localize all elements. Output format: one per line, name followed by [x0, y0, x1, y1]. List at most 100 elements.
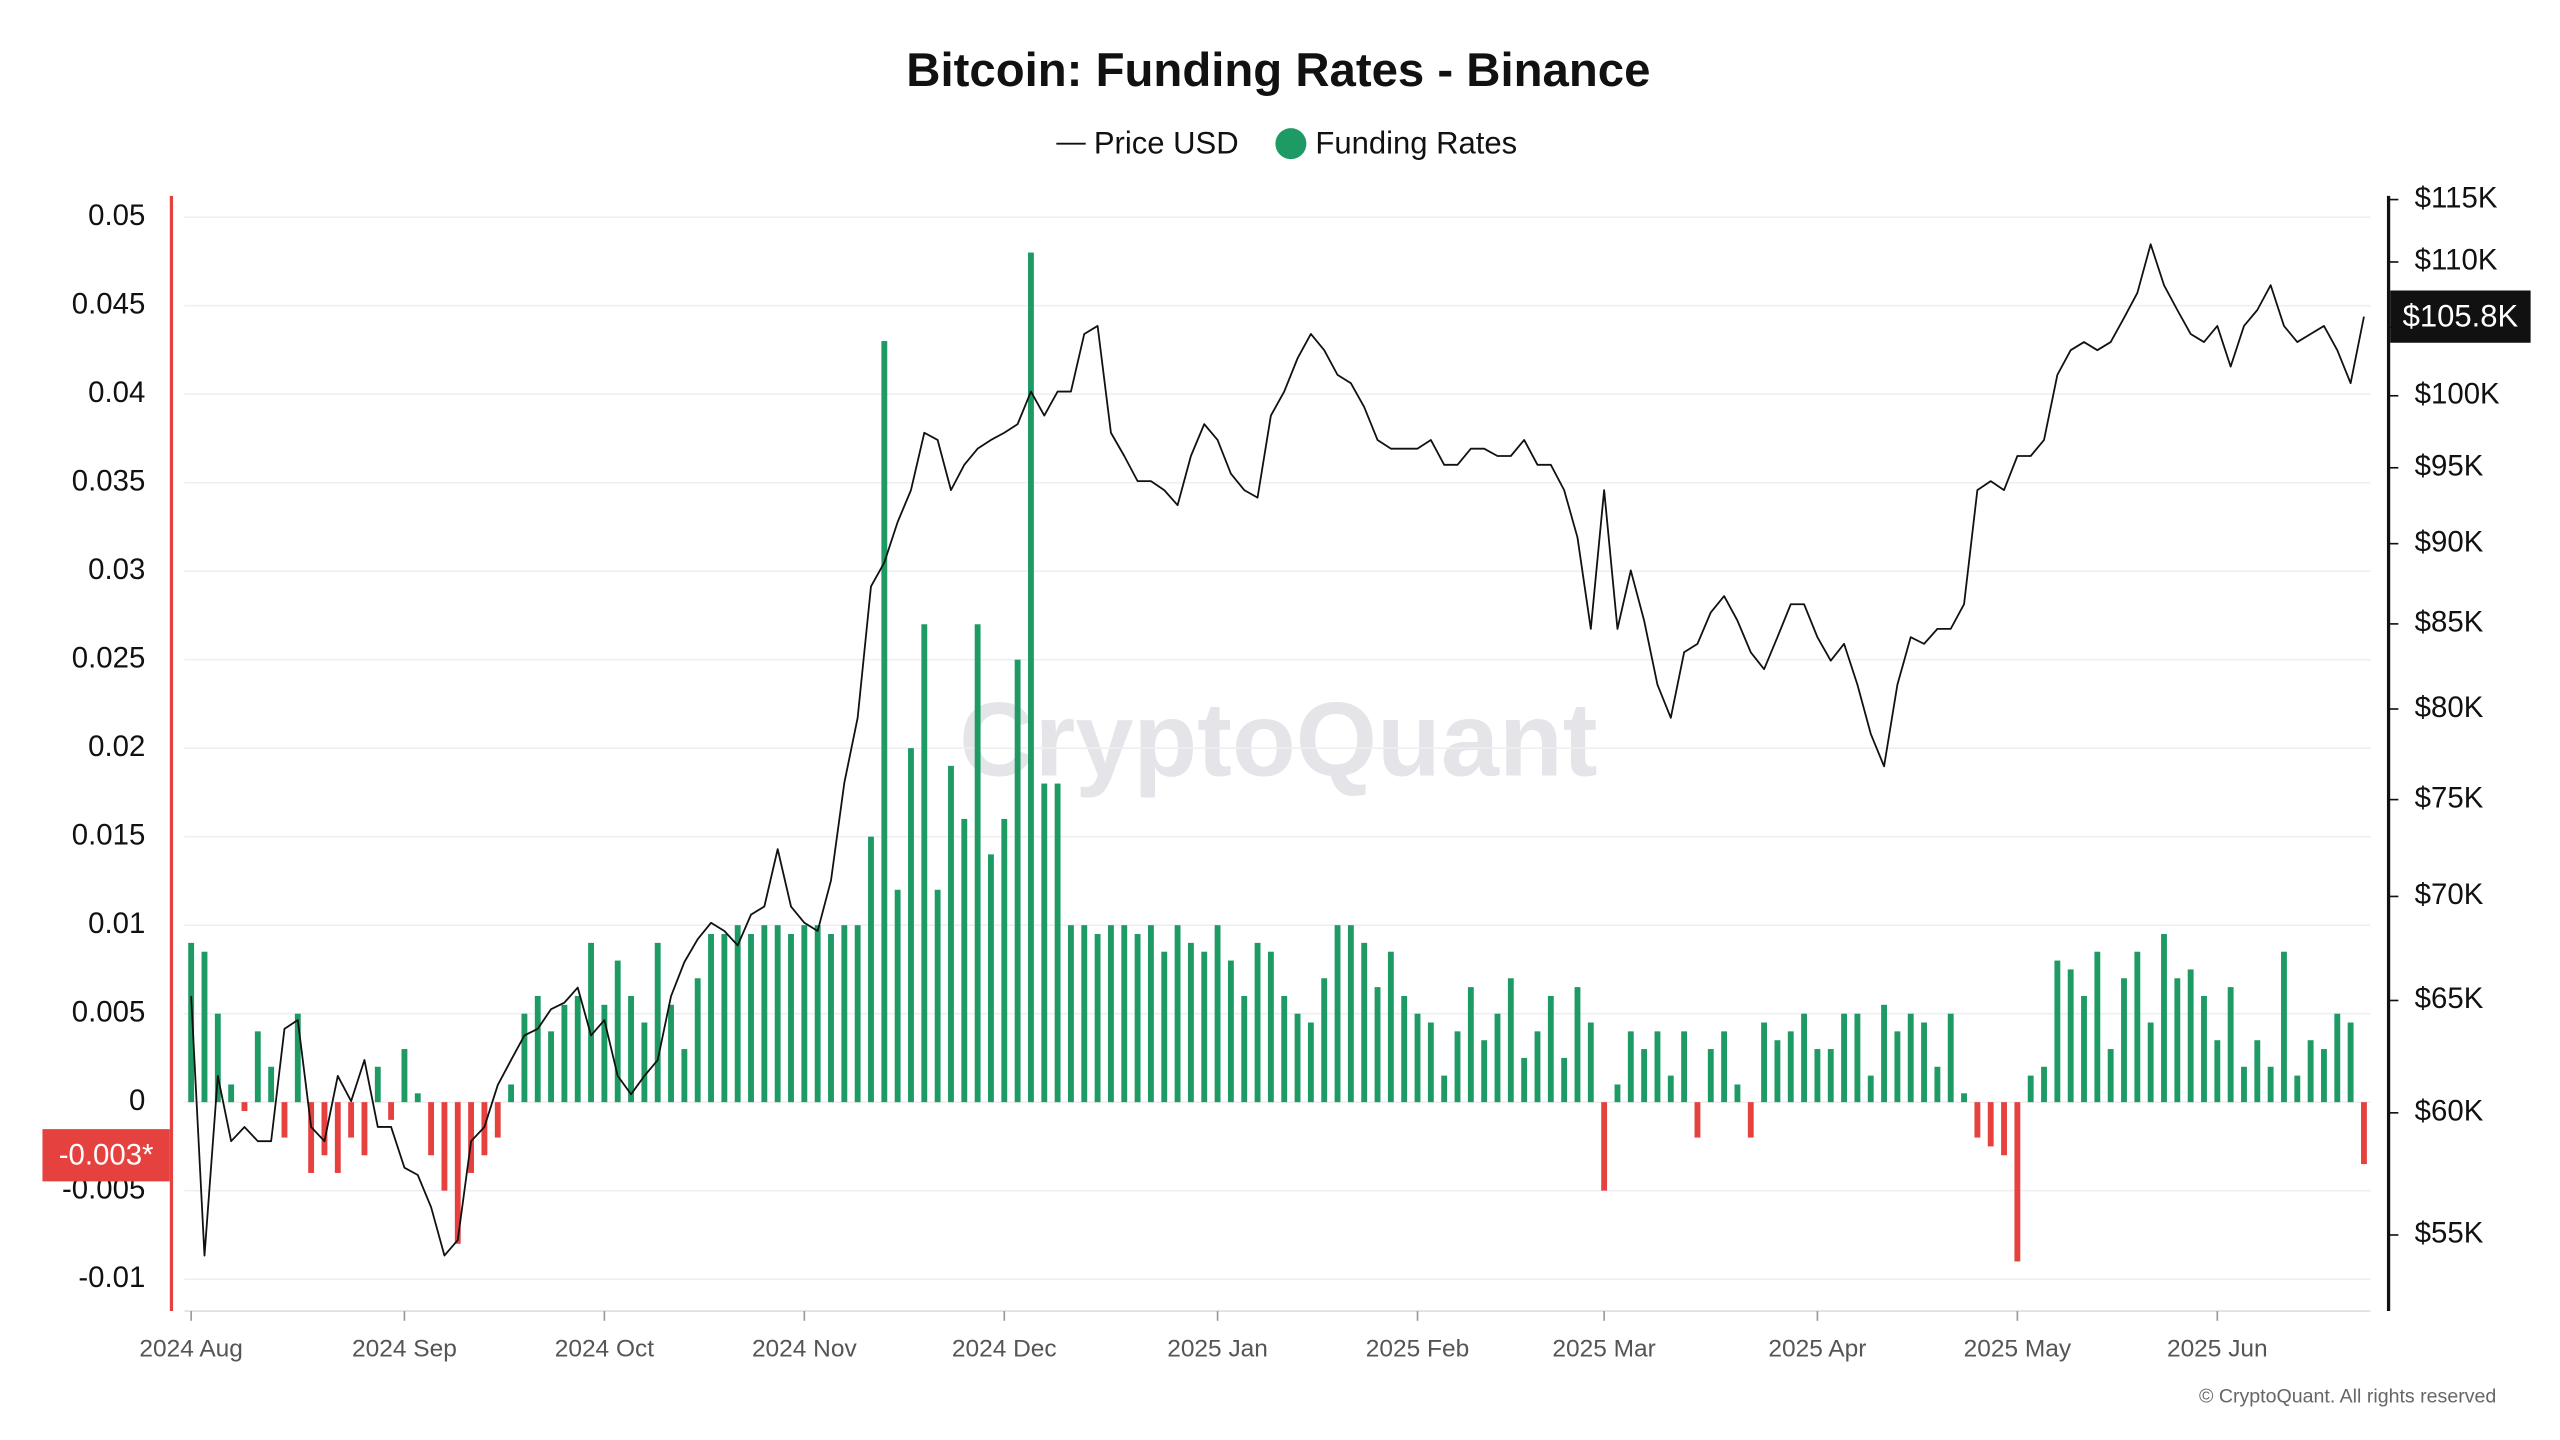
funding-bar [2014, 1102, 2021, 1262]
funding-bar [214, 1013, 221, 1103]
funding-bar [1214, 925, 1221, 1103]
current-value-box [2390, 290, 2531, 343]
funding-bar [1601, 1102, 1608, 1191]
funding-bar [1881, 1004, 1887, 1103]
x-tick-label: 2024 Oct [555, 1336, 654, 1363]
funding-bar [548, 1031, 554, 1103]
funding-bar [1014, 659, 1021, 1103]
funding-bar [2067, 969, 2074, 1103]
funding-bar [241, 1102, 248, 1112]
funding-bar [1721, 1031, 1728, 1103]
funding-bar [948, 765, 954, 1103]
funding-bar [1427, 1022, 1434, 1103]
footer: © CryptoQuant. All rights reserved [2199, 1386, 2496, 1408]
legend-swatch [1275, 128, 1307, 160]
funding-bar [294, 1013, 301, 1103]
y-tick-label: 0.04 [88, 376, 145, 409]
funding-bar [361, 1102, 368, 1156]
funding-bar [1547, 995, 1554, 1103]
funding-bar [1041, 783, 1048, 1103]
funding-bar [1734, 1084, 1741, 1103]
funding-bar [374, 1066, 381, 1103]
funding-bar [774, 925, 781, 1103]
y2-tick-label: $65K [2415, 982, 2484, 1015]
funding-bar [481, 1102, 488, 1156]
funding-bar [601, 1004, 608, 1103]
funding-bar [1334, 925, 1341, 1103]
funding-bar [801, 925, 808, 1103]
funding-bar [921, 624, 928, 1103]
funding-bar [1561, 1057, 1568, 1103]
funding-bar [2241, 1066, 2247, 1103]
funding-bar [1374, 987, 1381, 1103]
funding-bar [534, 995, 541, 1103]
funding-bar [1894, 1031, 1901, 1103]
funding-bar [908, 748, 914, 1103]
funding-bar [1174, 925, 1181, 1103]
funding-bar [961, 818, 968, 1103]
funding-bar [2254, 1040, 2261, 1103]
funding-bar [881, 341, 888, 1103]
funding-bar [1747, 1102, 1754, 1138]
funding-bar [721, 934, 728, 1103]
funding-bar [1654, 1031, 1661, 1103]
x-tick-label: 2025 May [1964, 1336, 2072, 1363]
funding-bar [2347, 1022, 2354, 1103]
y2-tick-label: $80K [2415, 691, 2484, 724]
funding-bar [1347, 925, 1354, 1103]
funding-bar [441, 1102, 448, 1191]
funding-bar [2041, 1066, 2047, 1103]
funding-bar [2187, 969, 2194, 1103]
funding-bar [854, 925, 861, 1103]
funding-bar [1414, 1013, 1421, 1103]
funding-bar [1841, 1013, 1848, 1103]
funding-bar [414, 1093, 421, 1103]
funding-bar [268, 1066, 275, 1103]
funding-bar [748, 934, 754, 1103]
y-tick-label: -0.01 [78, 1261, 145, 1294]
y-tick-label: 0.005 [72, 995, 146, 1028]
funding-bar [2081, 995, 2087, 1103]
funding-bar [1001, 818, 1008, 1103]
funding-bar [1267, 951, 1274, 1103]
y-tick-label: 0 [129, 1084, 145, 1117]
funding-bar [1667, 1075, 1674, 1103]
funding-bar [1361, 942, 1368, 1103]
funding-bar [561, 1004, 568, 1103]
y-tick-label: 0.015 [72, 818, 146, 851]
funding-bar [1254, 942, 1261, 1103]
funding-bar [988, 854, 994, 1103]
funding-bar [2134, 951, 2141, 1103]
funding-bar [734, 925, 741, 1103]
funding-bar [2094, 951, 2101, 1103]
funding-bar [2161, 934, 2167, 1103]
y-tick-label: 0.02 [88, 730, 145, 763]
current-value-box [42, 1129, 170, 1182]
x-tick-label: 2025 Jun [2167, 1336, 2268, 1363]
funding-bar [2334, 1013, 2341, 1103]
funding-bar [2307, 1040, 2314, 1103]
x-tick-label: 2024 Nov [752, 1336, 858, 1363]
funding-bar [1121, 925, 1128, 1103]
x-tick-label: 2025 Feb [1366, 1336, 1469, 1363]
x-tick-label: 2024 Dec [952, 1336, 1057, 1363]
funding-bar [201, 951, 208, 1103]
funding-bar [1387, 951, 1394, 1103]
funding-bar [1068, 925, 1074, 1103]
funding-bar [2174, 978, 2181, 1103]
y-tick-label: 0.05 [88, 199, 145, 232]
watermark: CryptoQuant [959, 681, 1597, 798]
funding-bar [1241, 995, 1248, 1103]
funding-bar [1961, 1093, 1967, 1103]
funding-bar [1974, 1102, 1981, 1138]
funding-bar [188, 942, 195, 1103]
legend-label: Funding Rates [1315, 125, 1517, 160]
funding-bar [1187, 942, 1194, 1103]
funding-bar [1494, 1013, 1501, 1103]
y2-tick-label: $95K [2415, 450, 2484, 483]
funding-bar [1907, 1013, 1914, 1103]
funding-bar [1281, 995, 1288, 1103]
funding-bar [588, 942, 594, 1103]
funding-bar [681, 1049, 688, 1103]
